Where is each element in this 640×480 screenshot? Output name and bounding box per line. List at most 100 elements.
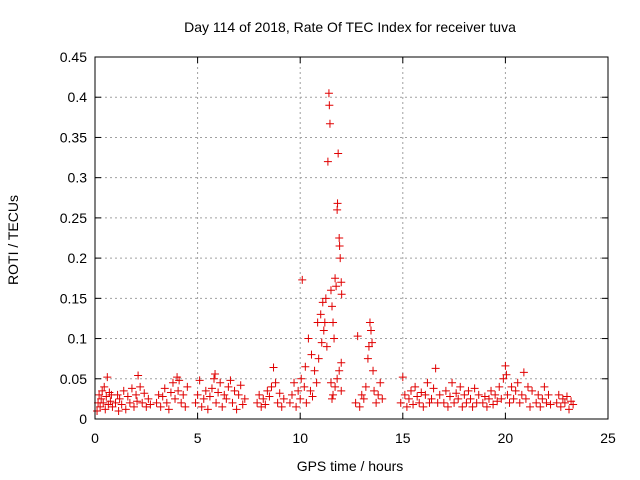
data-point [558,394,567,403]
data-point [106,397,115,406]
data-point [285,398,294,407]
data-point [300,382,309,391]
data-point [431,364,440,373]
data-point [417,388,426,397]
data-point [368,338,377,347]
data-point [211,369,220,378]
y-tick-label: 0.4 [68,89,88,105]
data-point [275,389,284,398]
data-point [552,398,561,407]
data-point [411,382,420,391]
data-point [199,394,208,403]
data-point [567,397,576,406]
data-point [322,342,331,351]
data-point [207,384,216,393]
data-point [257,402,266,411]
data-point [277,402,286,411]
data-point [495,382,504,391]
data-point [142,402,151,411]
data-point [448,378,457,387]
data-point [290,378,299,387]
data-point [214,388,223,397]
data-point [158,392,167,401]
data-point [331,274,340,283]
data-point [480,392,489,401]
data-point [125,398,134,407]
data-point [337,290,346,299]
data-point [415,398,424,407]
data-point [372,398,381,407]
data-point [317,338,326,347]
data-point [517,390,526,399]
data-point [503,390,512,399]
data-point [513,378,522,387]
x-tick-label: 25 [600,430,616,446]
data-point [421,390,430,399]
data-point [502,370,511,379]
data-point [253,398,262,407]
y-tick-label: 0.2 [68,250,88,266]
data-point [133,397,142,406]
data-point [183,382,192,391]
y-tick-label: 0.3 [68,170,88,186]
data-point [119,386,128,395]
data-point [138,398,147,407]
data-point [328,394,337,403]
data-point [154,390,163,399]
data-point [363,354,372,363]
x-tick-label: 10 [292,430,308,446]
data-point [526,402,535,411]
data-point [402,402,411,411]
data-point [511,386,520,395]
data-point [376,378,385,387]
data-point [98,386,107,395]
data-point [326,378,335,387]
data-point [321,294,330,303]
data-point [127,384,136,393]
data-point [191,398,200,407]
data-point [103,373,112,382]
data-point [333,374,342,383]
data-point [396,398,405,407]
data-point [337,386,346,395]
axis-ticks: 0 0.05 0.1 0.15 0.2 0.25 0.3 0.35 0.4 0.45 0 5 10 15 2… [60,49,616,446]
data-point [460,390,469,399]
data-point [123,392,132,401]
data-point [328,302,337,311]
data-point [482,402,491,411]
data-point [462,398,471,407]
data-point [307,350,316,359]
data-point [419,402,428,411]
data-point [273,398,282,407]
data-point [113,390,122,399]
data-point [366,326,375,335]
data-point [136,382,145,391]
data-point [269,363,278,372]
x-tick-label: 20 [498,430,514,446]
data-point [474,390,483,399]
data-point [232,405,241,414]
data-point [310,366,319,375]
x-tick-label: 5 [194,430,202,446]
data-point [519,368,528,377]
data-point [351,398,360,407]
data-points [93,89,578,415]
data-point [470,384,479,393]
data-point [175,376,184,385]
data-point [195,376,204,385]
data-point [544,390,553,399]
data-point [181,402,190,411]
data-point [117,400,126,409]
data-point [114,406,123,415]
data-point [238,400,247,409]
data-point [319,326,328,335]
data-point [132,390,141,399]
data-point [454,394,463,403]
data-point [335,234,344,242]
data-point [298,275,307,284]
data-point [102,392,111,401]
data-point [355,402,364,411]
data-point [297,374,306,383]
data-point [197,402,206,411]
data-point [308,392,317,401]
